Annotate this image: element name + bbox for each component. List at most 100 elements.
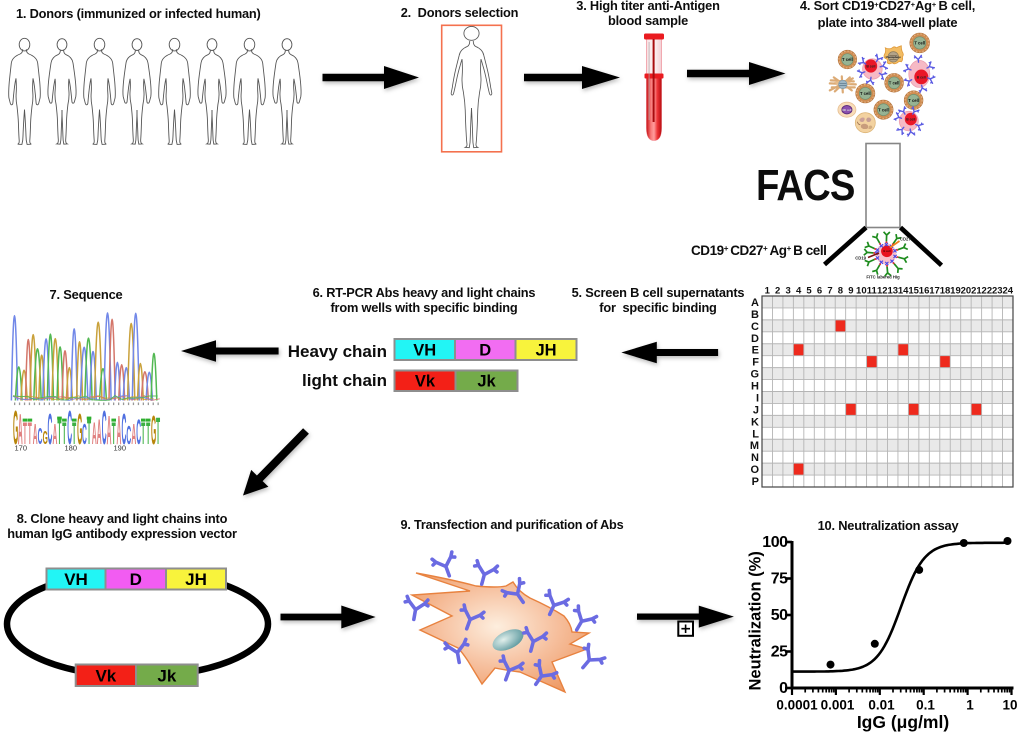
svg-text:CD27: CD27 xyxy=(900,237,911,242)
svg-text:P: P xyxy=(752,476,759,488)
svg-text:9: 9 xyxy=(848,286,853,297)
svg-text:C: C xyxy=(82,419,87,451)
svg-text:17: 17 xyxy=(929,286,940,297)
svg-text:E: E xyxy=(752,345,759,357)
svg-text:T: T xyxy=(72,415,76,451)
svg-text:C: C xyxy=(136,413,141,452)
svg-text:6: 6 xyxy=(817,286,822,297)
svg-text:180: 180 xyxy=(65,444,78,453)
svg-text:Jk: Jk xyxy=(477,373,496,391)
svg-text:190: 190 xyxy=(114,444,127,453)
svg-text:O: O xyxy=(750,464,759,476)
svg-text:T cell: T cell xyxy=(878,107,889,112)
svg-text:T cell: T cell xyxy=(908,98,919,103)
svg-text:T cell: T cell xyxy=(889,80,900,85)
svg-text:170: 170 xyxy=(15,444,28,453)
svg-text:L: L xyxy=(752,428,759,440)
svg-text:Neutralization (%): Neutralization (%) xyxy=(747,551,765,690)
svg-text:T: T xyxy=(28,415,32,451)
svg-text:10: 10 xyxy=(1002,698,1017,713)
svg-text:C: C xyxy=(102,402,107,455)
svg-text:VH: VH xyxy=(413,341,436,359)
svg-text:0.01: 0.01 xyxy=(868,698,895,713)
svg-text:B cell: B cell xyxy=(917,75,926,79)
svg-text:22: 22 xyxy=(982,286,993,297)
svg-text:C: C xyxy=(751,321,759,333)
svg-text:A: A xyxy=(52,419,57,451)
svg-text:VH: VH xyxy=(64,570,88,589)
svg-text:JH: JH xyxy=(535,341,556,359)
svg-text:19: 19 xyxy=(950,286,961,297)
svg-text:G: G xyxy=(77,405,82,454)
svg-text:T: T xyxy=(23,415,27,451)
svg-text:16: 16 xyxy=(919,286,930,297)
svg-text:N: N xyxy=(751,452,759,464)
svg-text:50: 50 xyxy=(771,607,788,624)
svg-text:A: A xyxy=(107,409,112,454)
svg-text:J: J xyxy=(753,404,759,416)
svg-text:14: 14 xyxy=(898,286,909,297)
svg-text:5: 5 xyxy=(806,286,812,297)
svg-text:25: 25 xyxy=(771,644,788,661)
svg-text:Jk: Jk xyxy=(157,666,176,685)
svg-text:D: D xyxy=(479,341,491,359)
svg-text:0.0001: 0.0001 xyxy=(776,698,818,713)
svg-text:4: 4 xyxy=(796,286,802,297)
svg-text:D: D xyxy=(751,333,759,345)
svg-text:10: 10 xyxy=(856,286,867,297)
svg-text:T: T xyxy=(146,415,150,451)
svg-text:C: C xyxy=(48,405,53,454)
svg-text:3: 3 xyxy=(785,286,790,297)
svg-text:Macrophage: Macrophage xyxy=(886,55,902,59)
svg-text:IgG (μg/ml): IgG (μg/ml) xyxy=(857,712,949,732)
svg-text:15: 15 xyxy=(908,286,919,297)
svg-text:A: A xyxy=(117,409,122,454)
svg-text:B cell: B cell xyxy=(906,118,915,122)
svg-text:0.1: 0.1 xyxy=(916,698,935,713)
svg-text:T: T xyxy=(112,415,116,451)
svg-text:C: C xyxy=(67,402,72,455)
svg-text:Vk: Vk xyxy=(415,373,436,391)
svg-text:I: I xyxy=(756,392,759,404)
svg-text:A: A xyxy=(33,419,38,451)
svg-text:A: A xyxy=(97,413,102,452)
svg-text:T cell: T cell xyxy=(860,91,871,96)
svg-text:C: C xyxy=(121,405,126,454)
svg-text:T: T xyxy=(87,413,91,452)
svg-text:A: A xyxy=(131,419,136,451)
svg-text:23: 23 xyxy=(992,286,1003,297)
svg-text:13: 13 xyxy=(887,286,898,297)
svg-text:FITC labered HIg: FITC labered HIg xyxy=(866,275,900,280)
svg-text:K: K xyxy=(751,416,759,428)
svg-text:18: 18 xyxy=(940,286,951,297)
svg-text:G: G xyxy=(13,402,18,455)
svg-text:12: 12 xyxy=(877,286,888,297)
svg-text:F: F xyxy=(752,357,759,369)
svg-text:1: 1 xyxy=(966,698,974,713)
svg-text:G: G xyxy=(151,409,156,454)
svg-text:A: A xyxy=(92,415,97,451)
svg-text:24: 24 xyxy=(1002,286,1013,297)
svg-text:7: 7 xyxy=(827,286,832,297)
svg-text:2: 2 xyxy=(775,286,780,297)
svg-text:T cell: T cell xyxy=(914,41,925,46)
svg-text:A: A xyxy=(751,297,759,309)
svg-text:11: 11 xyxy=(867,286,878,297)
svg-text:B cell: B cell xyxy=(883,249,890,253)
svg-text:1: 1 xyxy=(765,286,771,297)
svg-text:8: 8 xyxy=(838,286,843,297)
svg-text:T: T xyxy=(141,415,145,451)
svg-text:G: G xyxy=(750,369,759,381)
svg-text:G: G xyxy=(43,428,48,449)
svg-text:CD19: CD19 xyxy=(855,256,866,261)
svg-text:T cell: T cell xyxy=(842,57,853,62)
svg-text:Vk: Vk xyxy=(95,666,116,685)
svg-text:20: 20 xyxy=(961,286,972,297)
svg-text:100: 100 xyxy=(762,534,788,551)
svg-text:0.001: 0.001 xyxy=(821,698,855,713)
svg-text:H: H xyxy=(751,381,759,393)
svg-text:C: C xyxy=(126,422,131,451)
svg-text:T: T xyxy=(62,415,66,451)
svg-text:T: T xyxy=(57,413,61,452)
svg-text:0: 0 xyxy=(779,680,788,697)
